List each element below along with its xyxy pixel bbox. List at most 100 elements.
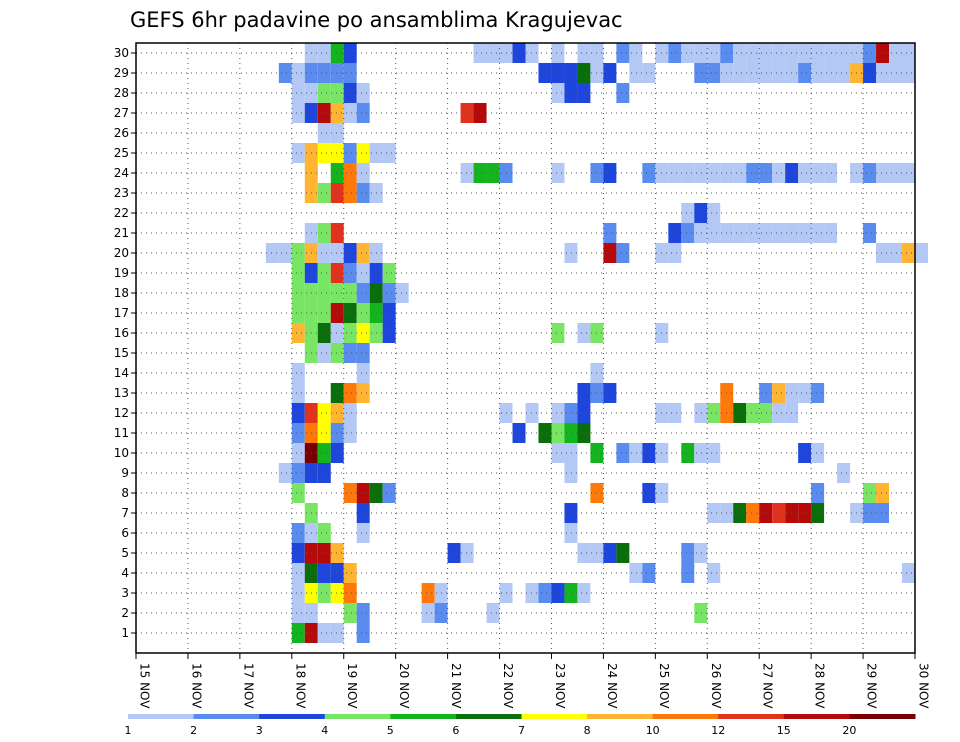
heatmap-cell: [317, 103, 331, 123]
heatmap-cell: [538, 423, 552, 443]
heatmap-cell: [707, 63, 721, 83]
heatmap-cell: [291, 323, 305, 343]
axes: 1234567891011121314151617181920212223242…: [114, 46, 931, 709]
y-tick-label: 22: [114, 206, 129, 220]
heatmap-cell: [317, 443, 331, 463]
y-tick-label: 21: [114, 226, 129, 240]
x-tick-label: 19 NOV: [345, 663, 359, 709]
heatmap-cell: [330, 223, 344, 243]
heatmap-cell: [291, 63, 305, 83]
heatmap-cell: [291, 103, 305, 123]
heatmap-cell: [343, 483, 357, 503]
heatmap-cell: [642, 483, 656, 503]
heatmap-cell: [551, 83, 565, 103]
heatmap-cell: [356, 243, 370, 263]
heatmap-cell: [460, 163, 474, 183]
heatmap-cell: [733, 43, 747, 63]
heatmap-cell: [330, 243, 344, 263]
heatmap-cell: [317, 283, 331, 303]
y-tick-label: 9: [121, 466, 129, 480]
y-tick-label: 12: [114, 406, 129, 420]
y-tick-label: 23: [114, 186, 129, 200]
colorbar-swatch: [652, 714, 719, 719]
colorbar-label: 20: [842, 724, 856, 737]
heatmap-cell: [265, 243, 279, 263]
chart-title: GEFS 6hr padavine po ansamblima Kragujev…: [130, 8, 623, 32]
heatmap-cell: [382, 143, 396, 163]
heatmap-cell: [603, 63, 617, 83]
heatmap-cell: [824, 63, 838, 83]
heatmap-cell: [356, 603, 370, 623]
heatmap-cell: [551, 323, 565, 343]
heatmap-cell: [616, 443, 630, 463]
heatmap-cell: [473, 43, 487, 63]
heatmap-cell: [330, 403, 344, 423]
heatmap-cell: [330, 283, 344, 303]
y-tick-label: 20: [114, 246, 129, 260]
heatmap-cell: [798, 443, 812, 463]
heatmap-cell: [889, 243, 903, 263]
x-tick-label: 29 NOV: [865, 663, 879, 709]
heatmap-cell: [707, 163, 721, 183]
heatmap-cell: [811, 63, 825, 83]
y-tick-label: 30: [114, 46, 129, 60]
heatmap-cell: [317, 543, 331, 563]
colorbar-label: 4: [321, 724, 328, 737]
heatmap-cell: [317, 303, 331, 323]
heatmap-cell: [356, 363, 370, 383]
heatmap-cell: [707, 563, 721, 583]
heatmap-cell: [629, 563, 643, 583]
heatmap-cell: [902, 43, 915, 63]
heatmap-cell: [902, 563, 915, 583]
heatmap-cell: [382, 483, 396, 503]
heatmap-cell: [291, 603, 305, 623]
heatmap-cell: [421, 603, 435, 623]
heatmap-cell: [603, 383, 617, 403]
heatmap-cell: [642, 443, 656, 463]
heatmap-cell: [616, 243, 630, 263]
heatmap-cell: [772, 403, 786, 423]
heatmap-cell: [733, 63, 747, 83]
heatmap-cell: [876, 43, 890, 63]
heatmap-cell: [343, 283, 357, 303]
heatmap-cell: [798, 383, 812, 403]
heatmap-cell: [291, 423, 305, 443]
heatmap-cell: [876, 243, 890, 263]
heatmap-cell: [330, 183, 344, 203]
heatmap-cell: [317, 223, 331, 243]
heatmap-cell: [681, 163, 695, 183]
heatmap-cell: [551, 43, 565, 63]
heatmap-cell: [603, 543, 617, 563]
heatmap-cell: [564, 403, 578, 423]
heatmap-cell: [343, 323, 357, 343]
heatmap-cell: [291, 83, 305, 103]
heatmap-cell: [317, 343, 331, 363]
y-tick-label: 8: [121, 486, 129, 500]
heatmap-cell: [291, 303, 305, 323]
heatmap-cell: [356, 143, 370, 163]
heatmap-cell: [746, 403, 760, 423]
heatmap-cell: [291, 363, 305, 383]
heatmap-cell: [577, 43, 591, 63]
heatmap-cell: [629, 43, 643, 63]
colorbar-label: 1: [125, 724, 132, 737]
heatmap-cell: [746, 43, 760, 63]
heatmap-cell: [356, 283, 370, 303]
heatmap-cell: [837, 63, 851, 83]
colorbar-swatch: [193, 714, 260, 719]
grid-lines: [135, 42, 916, 654]
heatmap-cell: [564, 63, 578, 83]
heatmap-cell: [343, 583, 357, 603]
x-tick-label: 28 NOV: [813, 663, 827, 709]
heatmap-cell: [759, 163, 773, 183]
heatmap-cell: [564, 523, 578, 543]
heatmap-cell: [798, 163, 812, 183]
colorbar-swatch: [324, 714, 391, 719]
heatmap-cell: [772, 223, 786, 243]
heatmap-cell: [317, 323, 331, 343]
heatmap-cell: [421, 583, 435, 603]
heatmap-cell: [473, 103, 487, 123]
heatmap-cell: [642, 63, 656, 83]
heatmap-cell: [876, 163, 890, 183]
heatmap-cell: [668, 43, 682, 63]
